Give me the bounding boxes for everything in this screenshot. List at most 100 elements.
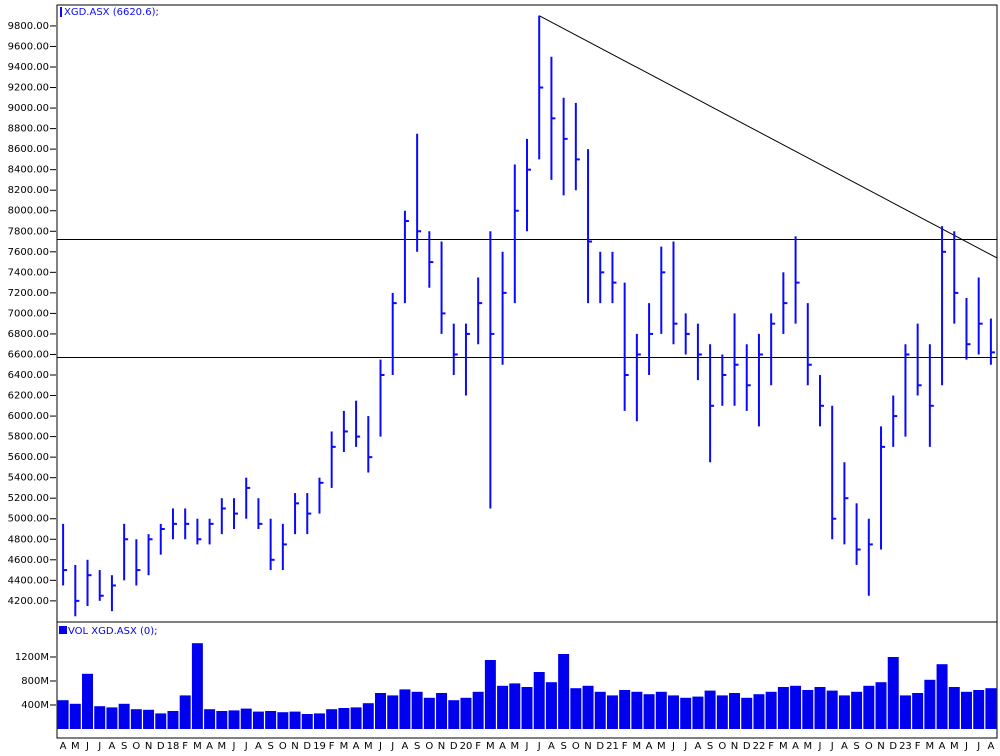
volume-bar (106, 707, 118, 729)
x-tick-label: J (671, 741, 675, 752)
x-tick-label: M (486, 741, 495, 752)
volume-bar (887, 657, 899, 729)
x-tick-label: J (525, 741, 529, 752)
x-tick-label: A (353, 741, 360, 752)
x-tick-label: 19 (313, 741, 326, 752)
x-tick-label: 21 (606, 741, 619, 752)
x-tick-label: N (438, 741, 445, 752)
y-tick-label: 6200.00 (8, 391, 49, 402)
volume-bar (570, 688, 582, 729)
x-tick-label: A (841, 741, 848, 752)
volume-bar (277, 712, 289, 729)
x-tick-label: M (71, 741, 80, 752)
volume-bar (155, 713, 167, 729)
volume-bar (191, 643, 203, 729)
volume-bar (69, 703, 81, 729)
volume-bar (484, 660, 496, 729)
y-tick-label: 5000.00 (8, 514, 49, 525)
volume-bar (326, 709, 338, 729)
x-tick-label: 23 (899, 741, 912, 752)
y-tick-label: 1200M (15, 652, 49, 663)
volume-bar (448, 700, 460, 729)
volume-bar (313, 713, 325, 729)
y-tick-label: 7000.00 (8, 308, 49, 319)
x-tick-label: M (340, 741, 349, 752)
y-tick-label: 8000.00 (8, 206, 49, 217)
x-tick-label: D (596, 741, 604, 752)
x-tick-label: M (926, 741, 935, 752)
x-tick-label: M (950, 741, 959, 752)
x-tick-label: A (987, 741, 994, 752)
y-tick-label: 8400.00 (8, 165, 49, 176)
x-tick-label: F (182, 741, 188, 752)
x-tick-label: O (279, 741, 287, 752)
x-tick-label: O (425, 741, 433, 752)
volume-bar (130, 709, 142, 729)
y-tick-label: 5200.00 (8, 493, 49, 504)
volume-bar (582, 685, 594, 729)
x-tick-label: S (560, 741, 566, 752)
volume-bar (411, 691, 423, 729)
x-tick-label: M (193, 741, 202, 752)
volume-panel (56, 621, 998, 739)
x-tick-label: O (572, 741, 580, 752)
volume-bar (655, 691, 667, 729)
volume-bar (179, 695, 191, 729)
legend-glyph (59, 626, 67, 634)
volume-bar (936, 664, 948, 729)
x-tick-label: 22 (753, 741, 766, 752)
x-tick-label: D (303, 741, 311, 752)
volume-bar (875, 682, 887, 729)
volume-bar (863, 685, 875, 729)
x-tick-label: J (964, 741, 968, 752)
volume-bar (252, 711, 264, 729)
volume-bar (228, 710, 240, 729)
volume-bar (521, 687, 533, 729)
volume-bar (436, 693, 448, 729)
volume-bar (423, 697, 435, 729)
y-tick-label: 9000.00 (8, 103, 49, 114)
volume-bar (704, 690, 716, 729)
volume-bar (82, 673, 94, 729)
volume-bar (838, 695, 850, 729)
x-tick-label: S (267, 741, 273, 752)
x-tick-label: N (877, 741, 884, 752)
x-tick-label: A (939, 741, 946, 752)
y-tick-label: 4800.00 (8, 534, 49, 545)
x-tick-label: J (244, 741, 248, 752)
x-tick-label: S (121, 741, 127, 752)
x-tick-label: J (390, 741, 394, 752)
y-tick-label: 7200.00 (8, 288, 49, 299)
y-tick-label: 8200.00 (8, 185, 49, 196)
volume-bar (680, 697, 692, 729)
x-tick-label: 18 (167, 741, 180, 752)
volume-bar (204, 709, 216, 729)
volume-bar (851, 691, 863, 729)
volume-bar (118, 703, 130, 729)
x-tick-label: M (633, 741, 642, 752)
volume-bar (765, 691, 777, 729)
x-tick-label: N (584, 741, 591, 752)
volume-bar (387, 695, 399, 729)
y-tick-label: 400M (21, 700, 49, 711)
x-tick-label: F (475, 741, 481, 752)
y-tick-label: 8600.00 (8, 144, 49, 155)
x-tick-label: F (768, 741, 774, 752)
x-tick-label: A (60, 741, 67, 752)
x-tick-label: S (853, 741, 859, 752)
x-tick-label: O (132, 741, 140, 752)
x-tick-label: N (291, 741, 298, 752)
volume-bar (912, 693, 924, 729)
volume-bar (545, 682, 557, 729)
volume-bar (497, 685, 509, 729)
x-tick-label: J (378, 741, 382, 752)
volume-bar (985, 688, 997, 729)
y-tick-label: 7600.00 (8, 247, 49, 258)
x-tick-label: A (694, 741, 701, 752)
y-tick-label: 8800.00 (8, 124, 49, 135)
volume-bar (716, 695, 728, 729)
x-tick-label: D (743, 741, 751, 752)
y-tick-label: 6400.00 (8, 370, 49, 381)
